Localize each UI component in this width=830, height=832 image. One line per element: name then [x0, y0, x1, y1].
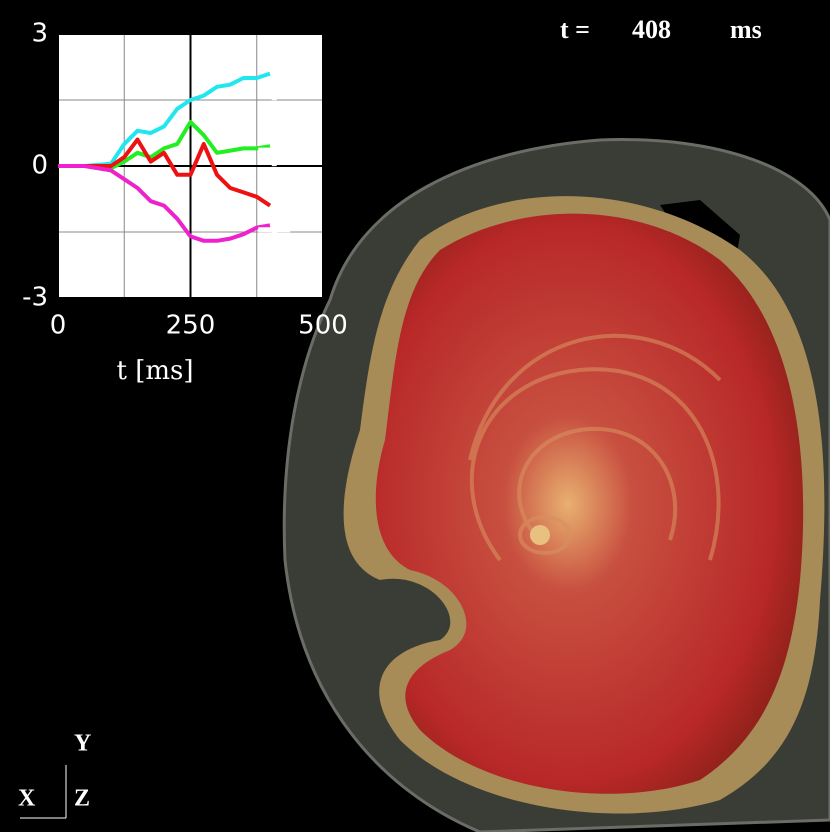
triad-z: Z	[74, 786, 90, 812]
y-tick-label: 0	[31, 151, 48, 181]
x-tick-label: 250	[166, 311, 216, 341]
end-marker	[258, 213, 291, 246]
y-tick-label: -3	[22, 283, 48, 313]
inset-plot	[57, 33, 324, 299]
series-line	[58, 137, 272, 208]
axes-triad: Y X Z	[18, 731, 91, 819]
triad-x: X	[18, 786, 36, 812]
simulation-render	[282, 138, 830, 832]
x-axis-label: t [ms]	[117, 356, 194, 386]
time-unit: ms	[730, 15, 762, 44]
series-line	[58, 164, 271, 243]
x-tick-label: 0	[50, 311, 67, 341]
series-line	[58, 120, 271, 171]
end-marker	[258, 68, 291, 101]
x-tick-label: 500	[298, 311, 348, 341]
y-tick-label: 3	[31, 19, 48, 49]
end-marker	[258, 134, 291, 167]
time-prefix: t =	[560, 15, 590, 44]
triad-y: Y	[74, 731, 91, 757]
series-line	[58, 71, 271, 168]
time-value: 408	[632, 15, 671, 44]
